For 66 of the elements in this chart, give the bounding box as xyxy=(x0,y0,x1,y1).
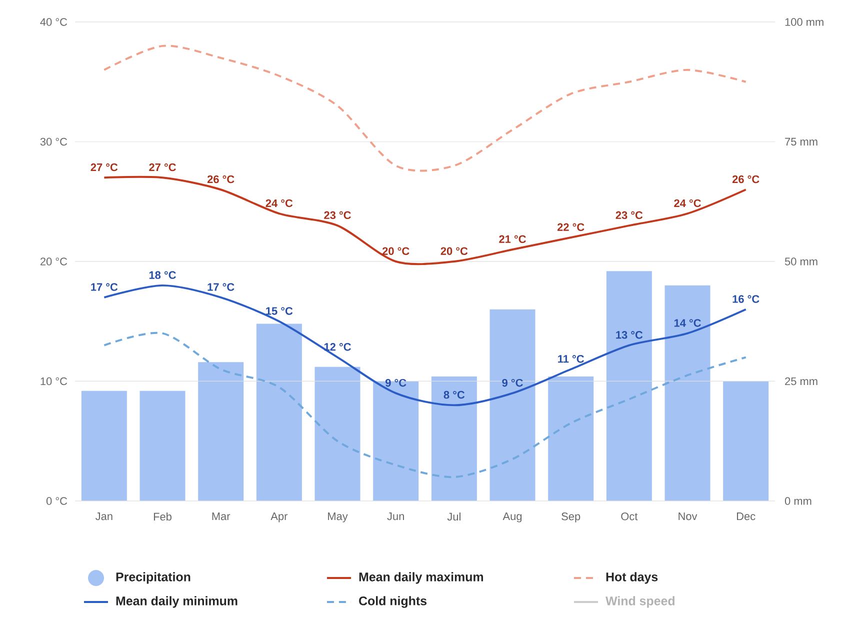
data-label: 22 °C xyxy=(557,223,584,232)
line-series xyxy=(103,332,747,478)
data-label: 13 °C xyxy=(616,331,643,339)
legend-label: Wind speed xyxy=(606,596,674,608)
y-tick-label: 30 °C xyxy=(40,138,68,146)
x-tick-label: Aug xyxy=(502,512,522,522)
x-tick-label: Jul xyxy=(447,512,460,521)
data-label: 20 °C xyxy=(440,247,468,255)
x-tick-label: Mar xyxy=(212,512,230,520)
bar xyxy=(431,376,477,501)
x-tick-label: Oct xyxy=(621,512,638,520)
data-label: 21 °C xyxy=(499,235,526,244)
data-label: 12 °C xyxy=(324,343,351,351)
data-label: 27 °C xyxy=(90,163,118,172)
data-label: 20 °C xyxy=(382,247,410,255)
bar xyxy=(664,285,710,501)
bar xyxy=(606,271,652,501)
y-tick-label: 40 °C xyxy=(40,18,68,26)
y-tick-label: 20 °C xyxy=(40,258,68,266)
data-label: 14 °C xyxy=(674,319,701,327)
bar xyxy=(81,390,127,501)
bar xyxy=(314,366,360,501)
legend-label: Cold nights xyxy=(359,596,427,608)
bar xyxy=(198,362,244,501)
x-tick-label: Apr xyxy=(270,512,288,522)
legend-label: Hot days xyxy=(606,572,658,584)
y2-tick-label: 25 mm xyxy=(785,377,818,386)
x-tick-label: Sep xyxy=(562,512,580,522)
legend-label: Precipitation xyxy=(116,572,190,584)
bar xyxy=(256,324,302,501)
data-label: 17 °C xyxy=(91,283,118,291)
data-label: 9 °C xyxy=(386,378,406,387)
data-label: 24 °C xyxy=(266,199,293,208)
data-label: 15 °C xyxy=(266,307,293,315)
y2-tick-label: 75 mm xyxy=(785,138,818,146)
bar xyxy=(373,381,419,501)
data-label: 24 °C xyxy=(674,199,701,208)
data-label: 27 °C xyxy=(149,163,176,172)
bar xyxy=(490,309,536,501)
legend-label: Mean daily minimum xyxy=(116,596,238,608)
data-label: 9 °C xyxy=(502,378,523,387)
data-label: 17 °C xyxy=(208,283,234,291)
bar xyxy=(140,390,186,501)
x-tick-label: Jan xyxy=(96,512,112,520)
y2-tick-label: 100 mm xyxy=(785,18,824,26)
y2-tick-label: 50 mm xyxy=(784,258,818,266)
x-tick-label: Feb xyxy=(154,512,172,521)
line-series xyxy=(103,284,747,406)
data-label: 16 °C xyxy=(732,295,760,303)
x-tick-label: May xyxy=(328,512,348,522)
data-label: 23 °C xyxy=(616,211,643,220)
x-tick-label: Dec xyxy=(737,512,756,520)
y-tick-label: 10 °C xyxy=(40,377,68,386)
y2-tick-label: 0 mm xyxy=(784,497,812,505)
data-label: 18 °C xyxy=(149,271,176,279)
legend-label: Mean daily maximum xyxy=(359,572,484,584)
bar xyxy=(548,376,594,501)
data-label: 23 °C xyxy=(324,211,351,220)
x-tick-label: Nov xyxy=(678,512,698,520)
data-label: 26 °C xyxy=(207,175,234,184)
data-label: 26 °C xyxy=(732,175,760,184)
data-label: 8 °C xyxy=(444,390,465,399)
bar xyxy=(723,381,769,501)
y-tick-label: 0 °C xyxy=(46,497,68,505)
data-label: 11 °C xyxy=(558,355,584,363)
x-tick-label: Jun xyxy=(387,512,404,520)
